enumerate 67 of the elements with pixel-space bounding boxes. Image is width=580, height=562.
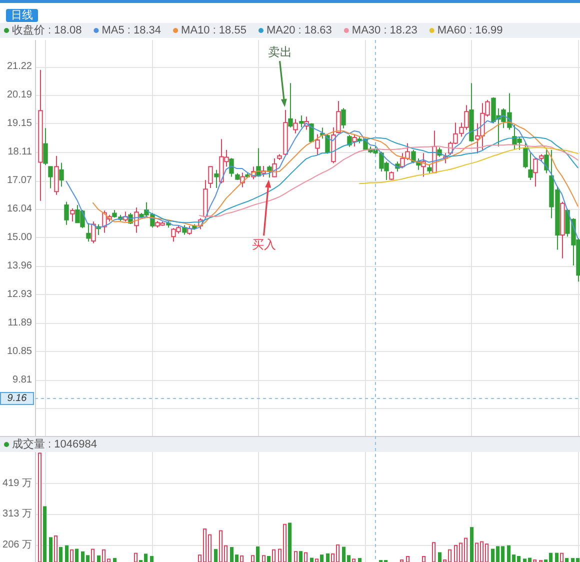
candlestick: [533, 158, 538, 188]
annotation: 卖出: [268, 45, 292, 60]
candlestick: [86, 222, 91, 242]
y-tick-label: 19.15: [6, 118, 32, 129]
ref-line-label: 9.16: [7, 393, 28, 404]
candlestick: [182, 224, 187, 236]
candlestick: [43, 128, 48, 166]
candlestick: [64, 201, 69, 226]
candlestick: [208, 166, 213, 189]
y-tick-label: 419 万: [2, 478, 32, 489]
y-tick-label: 12.93: [6, 288, 32, 300]
y-tick-label: 17.07: [6, 175, 32, 186]
candlestick: [352, 134, 357, 148]
legend-label: MA30 : 18.23: [352, 24, 418, 36]
y-tick-label: 9.81: [12, 374, 32, 386]
y-tick-label: 10.85: [6, 346, 32, 357]
y-tick-label: 18.11: [8, 146, 32, 158]
y-tick-label: 206 万: [2, 539, 32, 550]
candlestick: [70, 208, 75, 222]
candlestick: [283, 110, 288, 156]
legend-label: MA10 : 18.55: [181, 24, 246, 36]
candlestick: [309, 122, 314, 143]
candlestick: [38, 69, 43, 202]
candlestick: [299, 115, 304, 128]
candlestick: [91, 221, 96, 244]
line-series: [146, 136, 578, 224]
candlestick: [469, 82, 474, 142]
y-tick-label: 11.89: [8, 317, 32, 328]
legend-label: MA5 : 18.34: [102, 24, 162, 36]
candlestick: [59, 162, 64, 188]
y-tick-label: 20.19: [6, 89, 32, 100]
legend-label: MA60 : 16.99: [437, 24, 503, 36]
candlestick: [325, 134, 330, 154]
candlestick: [336, 100, 341, 134]
candlestick: [235, 172, 240, 181]
y-tick-label: 21.22: [6, 61, 32, 72]
legend-label: MA20 : 18.63: [266, 24, 332, 36]
legend-label: 收盘价 : 18.08: [12, 24, 82, 36]
candlestick: [331, 126, 336, 164]
candlestick: [229, 158, 234, 178]
line-series: [358, 147, 578, 184]
annotation: 买入: [252, 238, 276, 252]
candlestick: [48, 166, 53, 189]
candlestick: [528, 152, 533, 181]
candlestick: [187, 225, 192, 236]
candlestick: [293, 118, 298, 134]
line-series: [92, 122, 578, 227]
candlestick: [288, 82, 293, 128]
candlestick: [539, 154, 544, 162]
candlestick: [315, 134, 320, 156]
candlestick: [277, 154, 282, 161]
y-tick-label: 16.04: [6, 203, 32, 214]
candlestick: [54, 155, 59, 196]
candlestick: [203, 180, 208, 218]
candlestick: [523, 142, 528, 169]
chart-title: 日线: [11, 8, 33, 22]
candlestick: [427, 164, 432, 174]
line-series: [66, 115, 578, 239]
y-tick-label: 313 万: [2, 508, 32, 520]
candlestick: [560, 201, 565, 259]
candlestick: [389, 171, 394, 181]
candlestick: [214, 169, 219, 189]
candlestick: [341, 108, 346, 129]
y-tick-label: 15.00: [6, 232, 32, 243]
line-series: [199, 144, 578, 218]
legend-label: 成交量 : 1046984: [12, 438, 97, 450]
y-tick-label: 13.96: [6, 260, 32, 272]
